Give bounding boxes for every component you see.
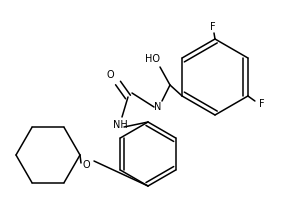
Text: F: F	[259, 99, 265, 109]
Text: HO: HO	[145, 54, 160, 64]
Text: O: O	[106, 70, 114, 80]
Text: O: O	[82, 160, 90, 170]
Text: NH: NH	[113, 120, 127, 130]
Text: F: F	[210, 22, 216, 32]
Text: N: N	[154, 102, 162, 112]
